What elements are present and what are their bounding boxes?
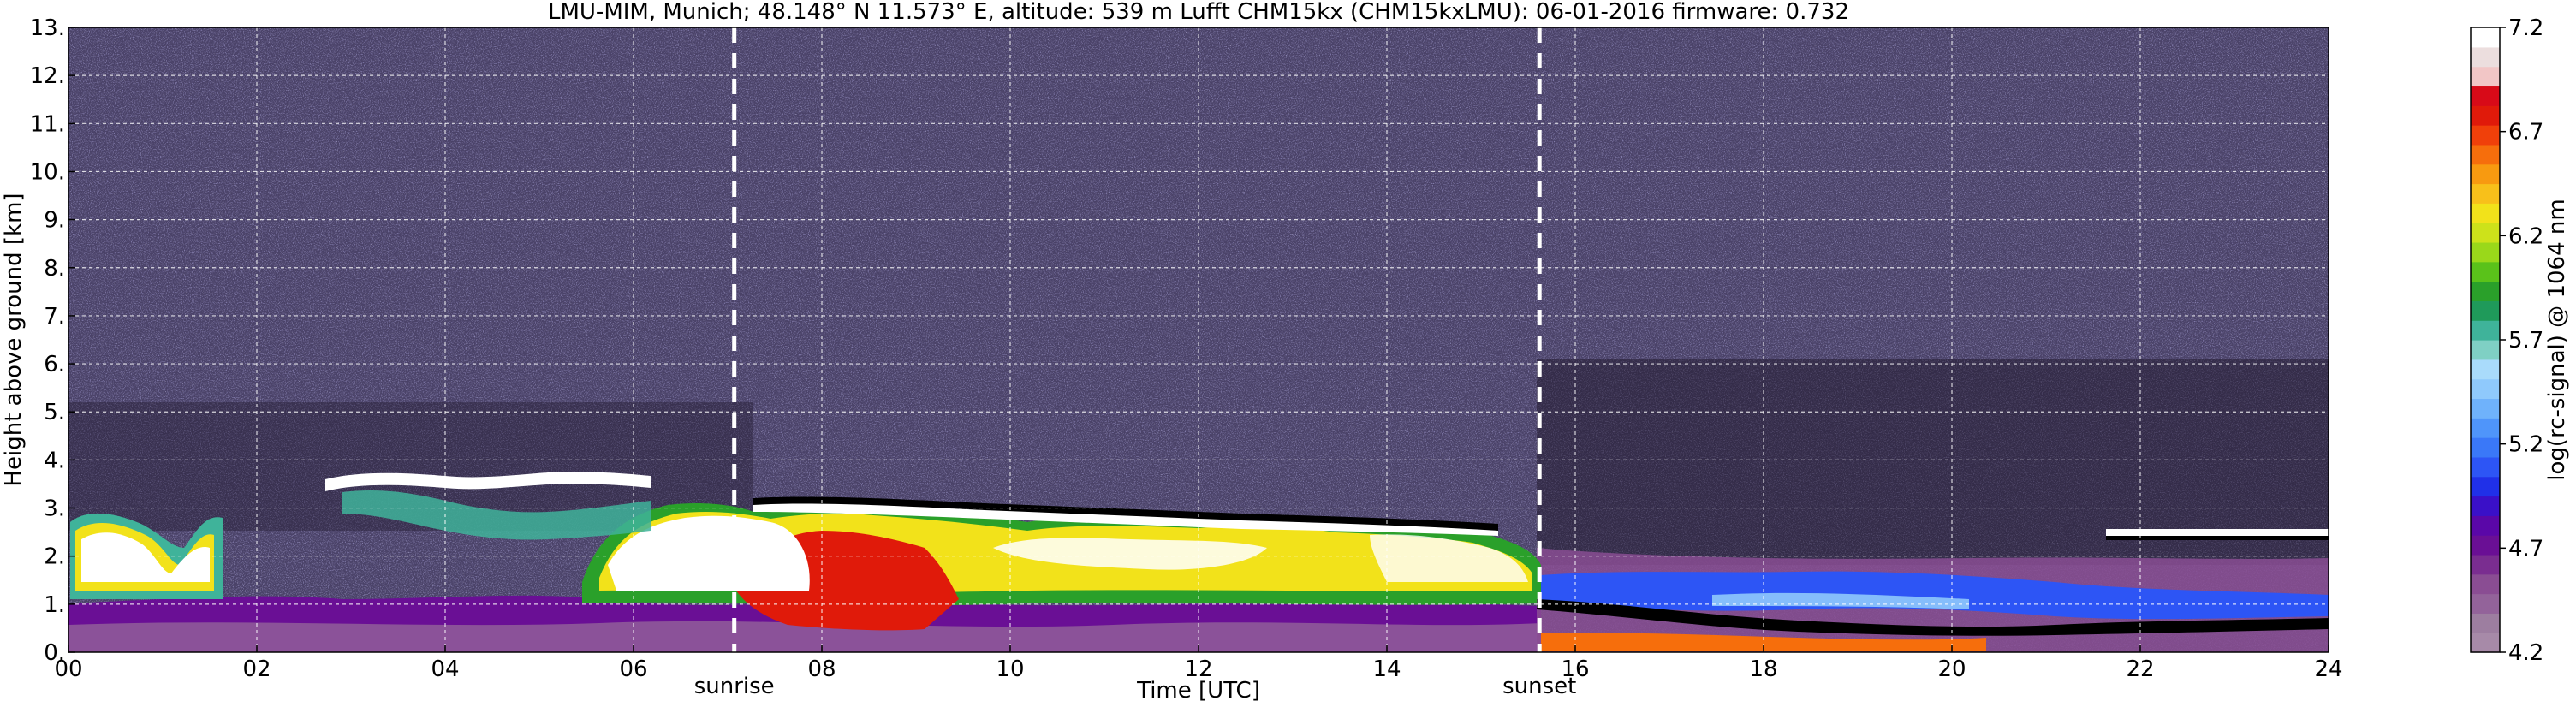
colorbar-swatch xyxy=(2471,593,2500,614)
boundary-layer-mauve xyxy=(68,621,1541,652)
colorbar-swatch xyxy=(2471,300,2500,321)
colorbar-swatch xyxy=(2471,144,2500,165)
x-tick-label: 16 xyxy=(1561,656,1589,682)
x-axis-label: Time [UTC] xyxy=(1136,678,1260,704)
colorbar-swatch xyxy=(2471,46,2500,68)
y-tick-label: 2. xyxy=(44,544,65,570)
colorbar-swatch xyxy=(2471,437,2500,458)
sun-marker-label: sunrise xyxy=(694,674,775,699)
colorbar-swatch xyxy=(2471,398,2500,419)
colorbar-swatch xyxy=(2471,27,2500,48)
colorbar-tick-label: 5.7 xyxy=(2508,328,2543,354)
x-tick-label: 24 xyxy=(2314,656,2342,682)
x-tick-label: 22 xyxy=(2126,656,2154,682)
gridlines xyxy=(68,27,2329,652)
colorbar-tick-label: 4.7 xyxy=(2508,536,2543,561)
x-tick-label: 14 xyxy=(1372,656,1401,682)
daytime-layer-white xyxy=(608,515,810,591)
colorbar-swatch xyxy=(2471,261,2500,282)
morning-cloud-white xyxy=(81,532,210,582)
night-strato-deck-edge xyxy=(2106,536,2329,540)
colorbar-swatch xyxy=(2471,515,2500,536)
elevated-layer-morning-green xyxy=(342,490,651,540)
y-tick-label: 13. xyxy=(30,15,65,41)
colorbar-tick-label: 4.2 xyxy=(2508,640,2543,666)
x-tick-label: 06 xyxy=(619,656,647,682)
near-surface-night-layer xyxy=(1537,599,2329,636)
y-tick-label: 11. xyxy=(30,111,65,137)
y-tick-label: 7. xyxy=(44,304,65,330)
y-tick-label: 3. xyxy=(44,496,65,522)
cloud-top-edge xyxy=(753,496,1498,531)
colorbar-swatch xyxy=(2471,340,2500,360)
night-blue-band-light xyxy=(1712,592,1969,609)
y-tick-label: 4. xyxy=(44,448,65,473)
colorbar-swatch xyxy=(2471,496,2500,516)
colorbar-swatch xyxy=(2471,613,2500,633)
x-axis-ticks: 00 02 04 06 08 10 12 14 16 18 20 22 24 xyxy=(54,645,2343,682)
colorbar-swatch xyxy=(2471,125,2500,146)
colorbar-swatch xyxy=(2471,241,2500,263)
dusk-layer-white xyxy=(1370,534,1528,582)
colorbar-swatch xyxy=(2471,378,2500,400)
colorbar-tick-label: 5.2 xyxy=(2508,432,2543,458)
colorbar-swatch xyxy=(2471,105,2500,126)
cloud-top-white xyxy=(753,503,1498,536)
y-tick-label: 8. xyxy=(44,256,65,282)
night-blue-band xyxy=(1541,571,2329,620)
sun-markers: sunrise sunset xyxy=(694,27,1576,699)
colorbar-ticks: 4.2 4.7 5.2 5.7 6.2 6.7 7.2 xyxy=(2500,15,2543,666)
elevated-layer-morning xyxy=(325,472,651,491)
colorbar-swatch xyxy=(2471,223,2500,243)
x-tick-label: 02 xyxy=(242,656,271,682)
colorbar-swatch xyxy=(2471,320,2500,341)
y-tick-label: 9. xyxy=(44,208,65,234)
colorbar-tick-label: 7.2 xyxy=(2508,15,2543,41)
colorbar-swatch xyxy=(2471,183,2500,204)
y-tick-label: 10. xyxy=(30,159,65,185)
night-strato-deck xyxy=(2106,529,2329,536)
colorbar-swatch xyxy=(2471,281,2500,301)
colorbar-swatch xyxy=(2471,554,2500,575)
colorbar xyxy=(2471,27,2500,653)
y-tick-label: 12. xyxy=(30,63,65,89)
x-tick-label: 04 xyxy=(431,656,459,682)
x-tick-label: 18 xyxy=(1749,656,1777,682)
y-tick-label: 0. xyxy=(44,640,65,666)
colorbar-swatch xyxy=(2471,535,2500,556)
y-tick-label: 1. xyxy=(44,592,65,618)
y-tick-label: 6. xyxy=(44,352,65,377)
colorbar-swatch xyxy=(2471,633,2500,653)
colorbar-swatch xyxy=(2471,86,2500,106)
colorbar-swatch xyxy=(2471,203,2500,223)
x-tick-label: 20 xyxy=(1937,656,1966,682)
y-axis-ticks: 0. 1. 2. 3. 4. 5. 6. 7. 8. 9. 10. 11. 12. 13. xyxy=(30,15,75,666)
x-tick-label: 10 xyxy=(996,656,1024,682)
colorbar-tick-label: 6.2 xyxy=(2508,223,2543,249)
colorbar-swatch xyxy=(2471,456,2500,478)
near-surface-red-layer xyxy=(1541,633,1986,651)
colorbar-swatch xyxy=(2471,573,2500,595)
sun-marker-label: sunset xyxy=(1502,674,1576,699)
y-axis-label: Height above ground [km] xyxy=(1,193,27,486)
plot-area xyxy=(68,27,2329,652)
colorbar-swatch xyxy=(2471,359,2500,380)
colorbar-swatch xyxy=(2471,476,2500,497)
colorbar-tick-label: 6.7 xyxy=(2508,120,2543,146)
x-tick-label: 00 xyxy=(54,656,82,682)
colorbar-swatch xyxy=(2471,418,2500,438)
y-tick-label: 5. xyxy=(44,400,65,425)
colorbar-swatch xyxy=(2471,163,2500,185)
colorbar-label: log(rc-signal) @ 1064 nm xyxy=(2544,199,2570,480)
x-tick-label: 12 xyxy=(1184,656,1212,682)
colorbar-swatch xyxy=(2471,66,2500,87)
chart-title: LMU-MIM, Munich; 48.148° N 11.573° E, al… xyxy=(548,0,1849,25)
x-tick-label: 08 xyxy=(807,656,836,682)
